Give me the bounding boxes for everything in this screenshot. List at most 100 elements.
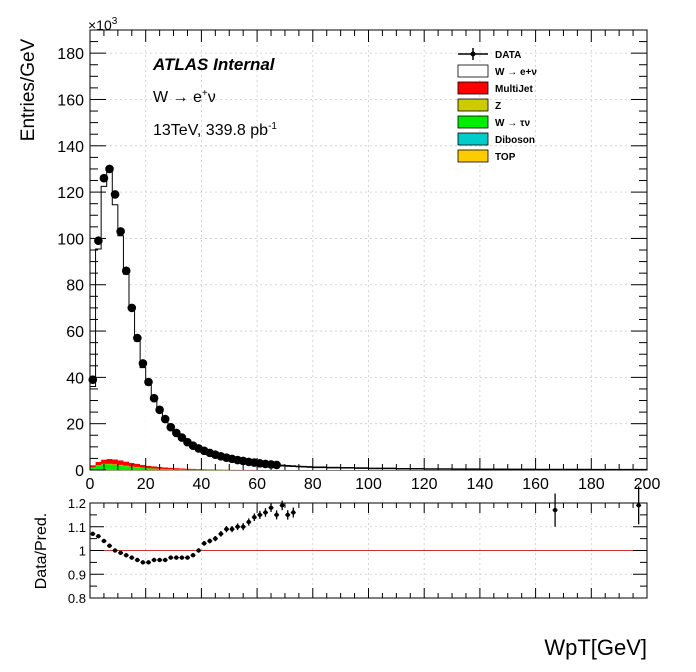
ratio-point: [140, 560, 146, 565]
hist-bar: [134, 463, 141, 468]
hist-bar: [301, 466, 308, 470]
ratio-point: [552, 507, 558, 513]
legend-swatch: [457, 98, 489, 112]
legend-swatch: [457, 132, 489, 146]
hist-bar: [145, 384, 152, 466]
hist-bar: [139, 467, 146, 470]
hist-bar: [134, 341, 141, 464]
legend-marker: [470, 51, 476, 57]
legend-label: DATA: [495, 50, 521, 61]
hist-bar: [195, 468, 202, 470]
hist-bar: [134, 467, 141, 470]
top-y-axis-label: Entries/GeV: [18, 38, 39, 141]
hist-bar: [245, 462, 252, 470]
ratio-point: [112, 548, 118, 553]
x-tick-label: 20: [137, 476, 155, 493]
legend-label: TOP: [495, 152, 516, 163]
legend-label: W → e+ν: [495, 67, 537, 78]
process-label: W → e+ν: [153, 88, 216, 106]
legend-entry: DATA: [458, 48, 521, 61]
hist-bar: [167, 467, 174, 470]
hist-bar: [184, 443, 191, 469]
ratio-point: [279, 503, 285, 508]
hist-bar: [151, 466, 157, 469]
hist-bar: [140, 367, 146, 465]
ratio-point: [168, 555, 173, 560]
ratio-point: [107, 543, 112, 548]
legend-swatch: [457, 115, 489, 129]
ratio-point: [636, 503, 641, 508]
y-multiplier: ×103: [88, 16, 118, 33]
energy-lumi-label: 13TeV, 339.8 pb-1: [153, 121, 277, 139]
hist-bar: [312, 467, 327, 470]
ratio-point: [213, 536, 218, 541]
data-point: [138, 359, 148, 368]
legend-entry: TOP: [457, 149, 516, 163]
hist-bar: [90, 386, 96, 466]
hist-bar: [201, 451, 207, 470]
ratio-point: [151, 557, 157, 563]
data-points: [88, 164, 647, 471]
data-point: [144, 377, 153, 387]
hist-bar: [139, 464, 146, 468]
hist-bar: [151, 468, 157, 470]
hist-bar: [95, 461, 102, 466]
data-point: [272, 460, 281, 470]
ratio-point: [90, 531, 95, 537]
hist-bar: [123, 461, 130, 466]
ratio-point: [190, 553, 196, 558]
ratio-point: [129, 555, 134, 560]
ratio-y-tick-label: 1: [79, 544, 86, 559]
hist-bar: [162, 467, 169, 469]
legend-label: Diboson: [495, 135, 535, 146]
hist-bar: [223, 458, 230, 470]
legend-entry: Z: [457, 98, 501, 112]
hist-bar: [117, 465, 124, 470]
hist-bar: [173, 434, 180, 469]
data-point: [127, 303, 137, 313]
ratio-point: [224, 526, 229, 532]
hist-bar: [229, 460, 235, 470]
data-point: [133, 333, 142, 343]
legend-entry: W → τν: [457, 115, 530, 129]
legend-entry: W → e+ν: [457, 64, 537, 78]
y-tick-label: 160: [57, 92, 84, 109]
hist-bar: [179, 439, 185, 469]
hist-bar: [112, 459, 118, 465]
legend-swatch: [457, 149, 489, 163]
ratio-axes: 0.8 0.9 1 1.1 1.2: [68, 496, 648, 606]
ratio-point: [235, 524, 240, 529]
y-tick-label: 60: [66, 324, 84, 341]
x-tick-label: 140: [467, 476, 494, 493]
legend: DATA W → e+ν MultiJet Z W → τν Diboson TOP: [457, 48, 537, 163]
stacked-histogram: [89, 171, 648, 471]
data-point: [121, 266, 131, 276]
ratio-point: [285, 512, 290, 518]
data-point: [99, 173, 109, 183]
data-point: [116, 227, 125, 236]
hist-bar: [151, 399, 157, 467]
hist-bar: [340, 468, 355, 470]
ratio-point: [185, 555, 190, 560]
ratio-y-tick-label: 0.9: [68, 567, 86, 582]
ratio-point: [135, 557, 140, 563]
legend-swatch: [457, 81, 489, 95]
legend-label: W → τν: [495, 118, 530, 129]
ratio-point: [146, 560, 151, 565]
hist-bar: [279, 465, 285, 470]
x-tick-label: 40: [193, 476, 211, 493]
ratio-point: [291, 510, 296, 515]
hist-bar: [173, 468, 180, 470]
data-point: [94, 236, 103, 246]
hist-bar: [95, 465, 102, 470]
x-tick-label: 0: [86, 476, 95, 493]
hist-bar: [106, 458, 113, 464]
ratio-point: [207, 538, 212, 544]
ratio-point: [257, 512, 263, 518]
legend-entry: MultiJet: [457, 81, 533, 95]
hist-bar: [112, 464, 118, 470]
ratio-point: [196, 548, 201, 553]
hist-bar: [123, 466, 130, 470]
ratio-point: [201, 541, 207, 546]
x-tick-label: 200: [634, 476, 661, 493]
